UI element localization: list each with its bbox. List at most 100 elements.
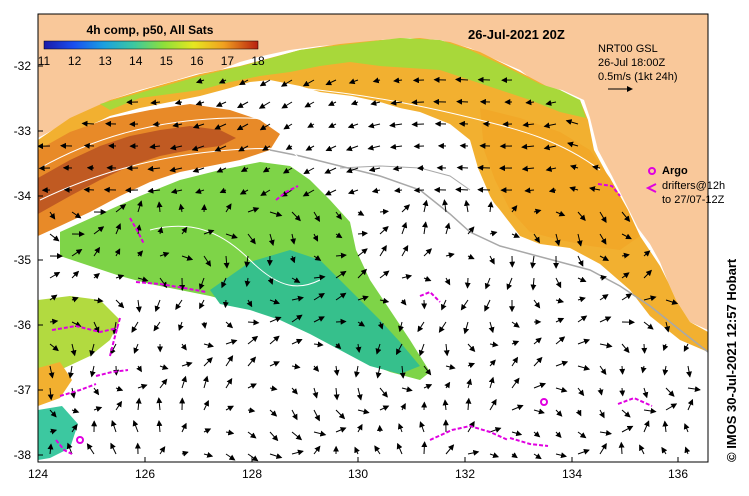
drifter-track: [135, 281, 207, 293]
current-vector: [619, 387, 626, 397]
current-vector: [291, 449, 304, 456]
current-vector: [455, 186, 469, 193]
current-vector: [269, 335, 280, 345]
current-vector: [664, 321, 671, 333]
current-vector: [599, 274, 607, 281]
current-vector: [555, 360, 569, 367]
current-vector: [66, 442, 73, 455]
x-tick-label: 136: [668, 467, 688, 481]
current-vector: [238, 145, 249, 152]
current-vector: [353, 365, 360, 378]
current-vector: [203, 452, 214, 458]
x-tick-label: 128: [242, 467, 262, 481]
current-vector: [247, 207, 260, 213]
current-vector: [202, 375, 209, 389]
current-vector: [463, 321, 470, 335]
current-vector: [379, 208, 389, 215]
current-vector: [555, 277, 562, 289]
current-vector: [533, 356, 543, 367]
current-vector: [621, 211, 631, 222]
current-vector: [244, 255, 251, 268]
current-vector: [214, 145, 227, 152]
current-vector: [191, 145, 205, 152]
current-vector: [181, 375, 187, 389]
current-vector: [577, 211, 586, 222]
current-vector: [577, 448, 590, 455]
current-vector: [115, 299, 125, 309]
current-vector: [576, 233, 583, 247]
current-vector: [511, 205, 518, 213]
current-vector: [379, 405, 390, 411]
current-vector: [399, 365, 406, 379]
sst-hot-core: [38, 126, 236, 214]
sst-coastal-band: [38, 38, 708, 352]
current-vector: [464, 277, 471, 289]
current-vector: [687, 386, 701, 393]
current-vector: [489, 359, 496, 367]
current-vector: [683, 423, 690, 433]
drifter-track: [129, 217, 145, 245]
current-vector: [223, 255, 230, 269]
current-vector: [524, 187, 535, 194]
current-vector: [247, 453, 259, 462]
current-vector: [291, 211, 301, 222]
current-vector: [511, 377, 520, 389]
current-vector: [511, 404, 524, 411]
current-vector: [533, 453, 542, 460]
current-vector: [201, 321, 208, 329]
drifter-track: [55, 439, 73, 455]
current-vector: [335, 409, 346, 420]
current-vector: [70, 343, 77, 357]
current-vector: [244, 277, 251, 287]
current-vector: [555, 297, 565, 304]
current-vector: [665, 403, 678, 411]
current-vector: [511, 430, 523, 437]
current-vector: [181, 226, 188, 235]
current-vector: [135, 299, 142, 313]
current-vector: [236, 123, 249, 131]
current-vector: [262, 145, 271, 151]
current-vector: [375, 365, 382, 379]
current-vector: [291, 431, 303, 441]
current-vector: [269, 361, 280, 367]
current-vector: [533, 408, 545, 415]
colorbar: 4h comp, p50, All Sats 11 12 13 14 15 16 17 18: [38, 23, 265, 68]
current-vector: [356, 423, 363, 433]
current-vector: [555, 409, 563, 417]
y-tick-label: -32: [14, 59, 32, 73]
current-vector: [555, 317, 565, 324]
current-vector: [156, 397, 163, 411]
current-vector: [199, 299, 205, 310]
current-vector: [262, 166, 271, 173]
x-tick-label: 132: [455, 467, 475, 481]
current-vector: [555, 336, 566, 345]
current-vector: [269, 385, 278, 392]
current-vector: [159, 446, 166, 455]
current-vector: [218, 78, 227, 84]
current-vector: [324, 167, 337, 174]
current-vector: [379, 244, 387, 257]
current-vector: [159, 364, 169, 370]
current-vector: [47, 387, 54, 401]
current-vector: [665, 387, 675, 397]
current-vector: [258, 101, 271, 109]
current-vector: [328, 122, 337, 128]
current-vector: [49, 211, 56, 220]
current-vector: [291, 295, 304, 302]
current-vector: [312, 387, 319, 399]
current-info-line2: 26-Jul 18:00Z: [598, 57, 666, 69]
current-vector: [438, 321, 447, 333]
current-vector: [137, 383, 148, 390]
isotherm: [299, 87, 601, 171]
drifters-label-line1: drifters@12h: [662, 180, 725, 192]
current-vector: [683, 343, 690, 352]
current-vector: [577, 276, 587, 283]
current-vector: [521, 143, 535, 150]
current-vector: [333, 387, 340, 401]
current-vector: [268, 233, 275, 246]
current-vector: [455, 76, 469, 83]
current-vector: [195, 100, 205, 106]
current-vector: [181, 255, 194, 261]
current-vector: [355, 343, 362, 353]
current-vector: [684, 446, 691, 455]
